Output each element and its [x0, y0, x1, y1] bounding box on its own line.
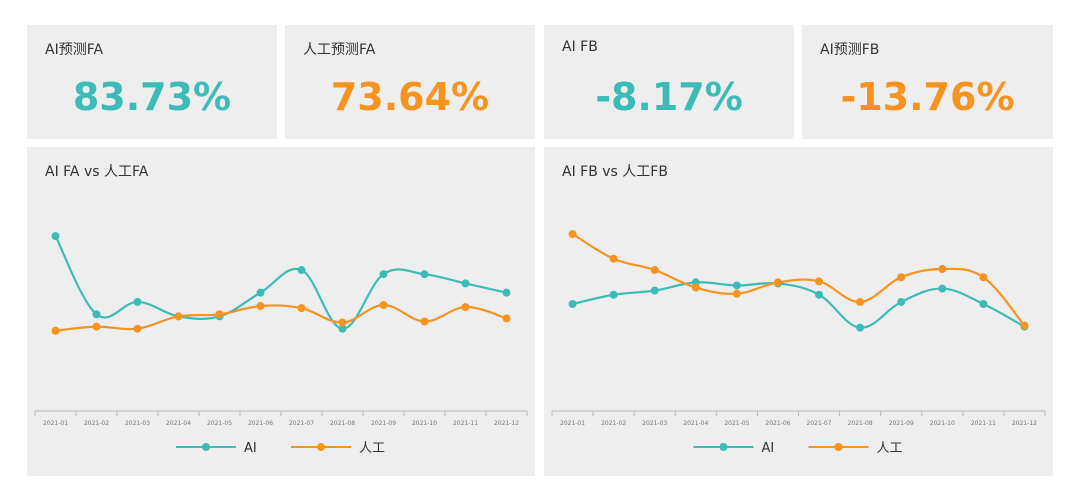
data-point — [297, 266, 306, 275]
data-point — [338, 318, 347, 327]
data-point — [650, 286, 659, 295]
data-point — [461, 279, 470, 288]
data-point — [650, 266, 659, 275]
data-point — [815, 277, 824, 286]
x-tick-label: 2021-08 — [848, 420, 873, 427]
x-tick-label: 2021-10 — [930, 420, 955, 427]
legend-marker — [834, 443, 843, 451]
legend-label: 人工 — [877, 441, 903, 456]
data-point — [379, 301, 388, 310]
data-point — [938, 265, 947, 274]
x-tick-label: 2021-12 — [494, 420, 519, 427]
x-tick-label: 2021-01 — [43, 420, 68, 427]
data-point — [979, 273, 988, 282]
data-point — [568, 230, 577, 239]
data-point — [420, 270, 429, 279]
x-tick-label: 2021-08 — [330, 420, 355, 427]
data-point — [461, 303, 470, 312]
x-tick-label: 2021-07 — [289, 420, 314, 427]
data-point — [133, 297, 142, 306]
x-tick-label: 2021-04 — [683, 420, 708, 427]
kpi-value: -8.17% — [595, 75, 743, 119]
data-point — [256, 302, 265, 311]
x-tick-label: 2021-11 — [971, 420, 996, 427]
data-point — [256, 288, 265, 297]
data-point — [297, 304, 306, 313]
data-point — [938, 284, 947, 293]
kpi-value: 83.73% — [72, 75, 232, 119]
x-tick-label: 2021-06 — [248, 420, 273, 427]
legend-label: AI — [762, 441, 775, 456]
x-tick-label: 2021-02 — [84, 420, 109, 427]
data-point — [338, 324, 347, 333]
data-point — [897, 297, 906, 306]
chart-card-fa: AI FA vs 人工FA 2021-01 2021-02 2021-03 2021-… — [27, 147, 535, 476]
kpi-label: AI预测FB — [820, 42, 880, 58]
kpi-card-ai-fb: AI FB -8.17% — [544, 25, 794, 139]
data-point — [609, 290, 618, 299]
chart-title: AI FA vs 人工FA — [45, 164, 149, 180]
data-point — [979, 300, 988, 308]
data-point — [815, 290, 824, 299]
kpi-card-ai-fa: AI预测FA 83.73% — [27, 25, 277, 139]
data-point — [92, 310, 101, 319]
data-point — [502, 314, 511, 323]
kpi-label: 人工预测FA — [303, 42, 376, 58]
legend-label: 人工 — [359, 441, 385, 456]
kpi-label: AI预测FA — [45, 42, 104, 58]
data-point — [732, 281, 741, 290]
x-tick-label: 2021-01 — [560, 420, 585, 427]
kpi-card-human-fa: 人工预测FA 73.64% — [285, 25, 535, 139]
legend-label: AI — [244, 441, 257, 456]
chart-title: AI FB vs 人工FB — [562, 164, 668, 180]
data-point — [420, 317, 429, 326]
kpi-value: 73.64% — [330, 75, 490, 119]
series-line-1 — [571, 233, 1026, 327]
x-tick-label: 2021-11 — [453, 420, 478, 427]
data-point — [215, 310, 224, 319]
data-point — [609, 254, 618, 263]
x-tick-label: 2021-09 — [371, 420, 396, 427]
x-tick-label: 2021-10 — [412, 420, 437, 427]
data-point — [51, 232, 60, 241]
x-tick-label: 2021-05 — [724, 420, 749, 427]
chart-card-fb: AI FB vs 人工FB 2021-01 2021-02 2021-03 2021-… — [544, 147, 1053, 476]
x-tick-label: 2021-07 — [807, 420, 832, 427]
legend-marker — [317, 443, 325, 451]
x-tick-label: 2021-05 — [207, 420, 232, 427]
series-line-0 — [572, 281, 1025, 329]
data-point — [174, 312, 183, 321]
series-line-0 — [54, 235, 507, 330]
x-tick-label: 2021-03 — [642, 420, 667, 427]
data-point — [856, 323, 865, 332]
data-point — [732, 289, 741, 298]
x-tick-label: 2021-03 — [125, 420, 150, 427]
data-point — [51, 326, 60, 335]
x-tick-label: 2021-04 — [166, 420, 191, 427]
data-point — [773, 278, 782, 287]
data-point — [691, 283, 700, 292]
data-point — [379, 270, 388, 279]
data-point — [568, 300, 577, 308]
x-tick-label: 2021-02 — [601, 420, 626, 427]
line-chart-fa: 2021-01 2021-02 2021-03 2021-04 2021-05 2021-… — [34, 232, 528, 456]
data-point — [133, 324, 142, 333]
data-point — [897, 273, 906, 282]
line-chart-fb: 2021-01 2021-02 2021-03 2021-04 2021-05 2021-… — [551, 230, 1046, 456]
kpi-label: AI FB — [562, 39, 598, 55]
data-point — [92, 322, 101, 331]
data-point — [502, 288, 511, 297]
data-point — [856, 297, 865, 306]
x-tick-label: 2021-12 — [1012, 420, 1037, 427]
kpi-value: -13.76% — [840, 75, 1015, 119]
kpi-card-ai-forecast-fb: AI预测FB -13.76% — [802, 25, 1053, 139]
legend-marker — [719, 443, 728, 451]
legend-marker — [202, 443, 210, 451]
x-tick-label: 2021-06 — [765, 420, 790, 427]
data-point — [1020, 321, 1029, 330]
x-tick-label: 2021-09 — [889, 420, 914, 427]
